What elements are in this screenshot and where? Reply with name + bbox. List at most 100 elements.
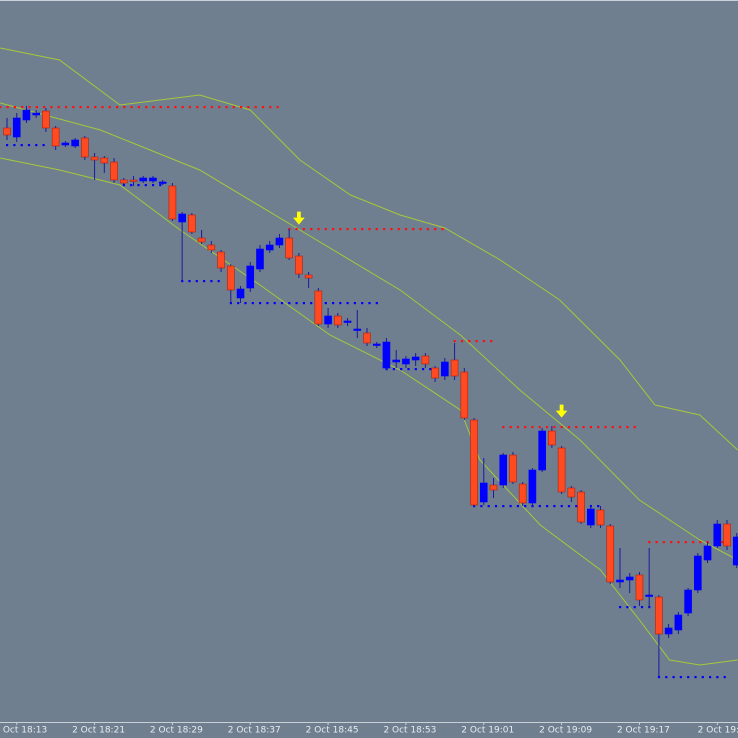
candle-body — [90, 156, 99, 161]
level-dot — [721, 541, 724, 544]
level-dot — [232, 106, 235, 109]
candle-body — [703, 545, 712, 561]
candle-body — [168, 185, 177, 220]
candle-body — [694, 555, 702, 591]
level-dot — [524, 426, 527, 429]
level-dot — [538, 505, 541, 508]
level-dot — [640, 606, 644, 609]
level-dot — [414, 368, 417, 371]
level-dot — [229, 302, 232, 305]
level-dot — [723, 676, 726, 679]
level-dot — [684, 541, 687, 544]
x-tick-label: 2 Oct 18:37 — [228, 726, 281, 736]
level-dot — [130, 106, 133, 109]
x-tick-label: 2 Oct 18:29 — [150, 726, 203, 736]
candle-body — [431, 367, 439, 379]
level-dot — [619, 606, 622, 609]
candle-body — [256, 248, 264, 270]
level-dot — [589, 426, 592, 429]
level-dot — [701, 676, 704, 679]
signal-arrow — [555, 404, 568, 418]
candle-body — [567, 487, 576, 498]
candle-body — [246, 265, 255, 289]
band-line — [0, 47, 738, 451]
level-dot — [57, 106, 60, 109]
candle-body — [441, 361, 449, 377]
candle-body — [460, 371, 469, 419]
level-dot — [368, 302, 371, 305]
level-dot — [699, 541, 702, 544]
candle-body — [402, 358, 410, 365]
level-dot — [181, 280, 184, 283]
level-dot — [276, 106, 279, 109]
level-dot — [130, 184, 133, 187]
level-dot — [13, 106, 16, 109]
level-dot — [475, 340, 478, 343]
candle-body — [32, 112, 40, 116]
candle-body — [275, 237, 284, 246]
candle-body — [363, 332, 371, 344]
level-dot — [553, 505, 556, 508]
level-dot — [64, 106, 68, 109]
level-dot — [480, 505, 483, 508]
candle-body — [411, 356, 420, 361]
candle-body — [61, 142, 70, 146]
candle-body — [645, 594, 653, 597]
level-dot — [159, 184, 162, 187]
level-dot — [210, 106, 213, 109]
level-dot — [516, 426, 519, 429]
candle-body — [664, 627, 673, 635]
level-dot — [692, 541, 695, 544]
level-dot — [237, 302, 240, 305]
candle-body — [606, 525, 615, 583]
level-dot — [482, 340, 485, 343]
level-dot — [619, 426, 622, 429]
level-dot — [633, 426, 636, 429]
candle-body — [42, 110, 50, 129]
level-dot — [108, 106, 111, 109]
candle-body — [723, 523, 731, 547]
level-dot — [0, 106, 2, 109]
level-dot — [332, 302, 335, 305]
level-dot — [123, 106, 126, 109]
candle-body — [100, 157, 109, 164]
level-dot — [407, 368, 410, 371]
level-dot — [400, 368, 403, 371]
candle-body — [207, 244, 216, 251]
level-dot — [254, 106, 257, 109]
level-dot — [181, 106, 184, 109]
candle-body — [149, 177, 157, 182]
candle-body — [139, 177, 148, 182]
level-dot — [217, 280, 220, 283]
level-dot — [353, 302, 356, 305]
candle-body — [353, 328, 362, 331]
signal-arrow — [293, 211, 305, 225]
level-dot — [375, 228, 378, 231]
level-dot — [553, 426, 556, 429]
level-dot — [655, 541, 658, 544]
level-dot — [567, 426, 571, 429]
candle-body — [674, 614, 683, 631]
candle-body — [528, 469, 537, 504]
candle-body — [236, 288, 245, 299]
candle-body — [110, 161, 118, 181]
candle-body — [382, 341, 391, 369]
level-dot — [453, 340, 456, 343]
level-dot — [259, 302, 262, 305]
level-dot — [203, 106, 206, 109]
candle-body — [129, 179, 138, 182]
candle-body — [479, 482, 488, 503]
candle-body — [421, 355, 430, 365]
level-dot — [575, 426, 578, 429]
level-dot — [487, 505, 490, 508]
level-dot — [662, 541, 665, 544]
level-dot — [240, 106, 243, 109]
level-dot — [412, 228, 415, 231]
level-dot — [404, 228, 408, 231]
level-dot — [28, 106, 31, 109]
level-dot — [21, 106, 24, 109]
candle-body — [557, 447, 566, 493]
candle-body — [470, 419, 478, 506]
level-dot — [317, 228, 320, 231]
candle-body — [732, 536, 738, 566]
